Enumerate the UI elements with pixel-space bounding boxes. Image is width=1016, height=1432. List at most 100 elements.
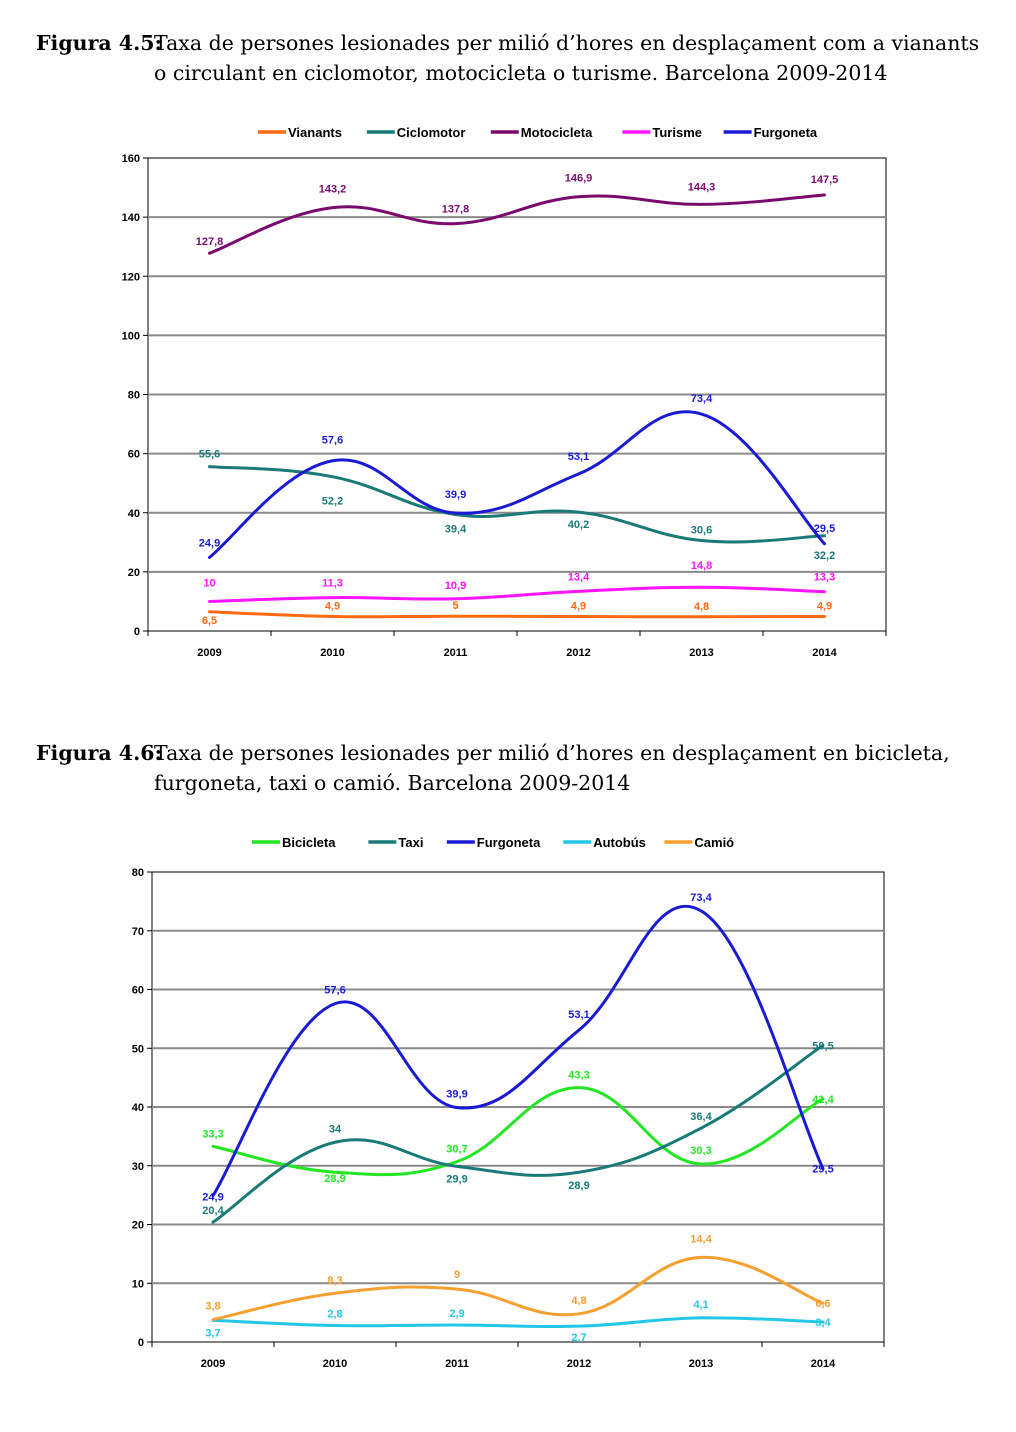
data-label: 20,4 <box>202 1205 224 1217</box>
data-label: 39,9 <box>446 1089 467 1101</box>
data-label: 4,8 <box>571 1295 586 1307</box>
data-label: 147,5 <box>811 174 839 186</box>
x-tick-label: 2011 <box>444 647 468 659</box>
legend-label: Furgoneta <box>754 125 818 140</box>
y-tick-label: 80 <box>128 390 140 402</box>
data-label: 24,9 <box>199 537 220 549</box>
legend-label: Bicicleta <box>282 835 336 850</box>
figure-4-6-label: Figura 4.6: <box>36 741 163 765</box>
data-label: 55,6 <box>199 449 220 461</box>
data-label: 41,4 <box>812 1094 834 1106</box>
figure-4-5-label: Figura 4.5: <box>36 31 163 55</box>
y-tick-label: 20 <box>132 1220 144 1232</box>
line-chart-figure-4-6: 0 10 20 30 40 50 60 70 80 2009 2010 2011 2012 2013 201… <box>132 835 885 1370</box>
x-tick-label: 2013 <box>689 647 713 659</box>
data-label: 32,2 <box>814 550 835 562</box>
x-tick-label: 2014 <box>812 647 837 659</box>
data-label: 2,9 <box>449 1308 464 1320</box>
x-tick-label: 2013 <box>689 1358 713 1370</box>
data-label: 4,9 <box>817 601 832 613</box>
y-tick-label: 60 <box>132 985 144 997</box>
figure-4-5-caption: Figura 4.5: Taxa de persones lesionades … <box>36 28 996 90</box>
x-tick-label: 2014 <box>811 1358 836 1370</box>
y-tick-label: 30 <box>132 1161 144 1173</box>
data-label: 6,6 <box>815 1298 830 1310</box>
y-tick-label: 140 <box>122 212 140 224</box>
data-label: 29,5 <box>814 523 835 535</box>
data-label: 9 <box>454 1269 460 1281</box>
data-label: 127,8 <box>196 236 224 248</box>
data-label: 3,7 <box>205 1327 220 1339</box>
legend-label: Ciclomotor <box>397 125 466 140</box>
series-line <box>211 1086 825 1177</box>
y-tick-label: 60 <box>128 449 140 461</box>
data-label: 4,9 <box>571 601 586 613</box>
y-tick-label: 160 <box>122 153 140 165</box>
data-label: 3,4 <box>815 1317 831 1329</box>
data-label: 137,8 <box>442 204 470 216</box>
data-label: 39,9 <box>445 489 466 501</box>
legend-label: Motocicleta <box>521 125 593 140</box>
data-label: 146,9 <box>565 173 593 185</box>
legend-label: Autobús <box>593 835 646 850</box>
y-tick-label: 80 <box>132 867 144 879</box>
data-label: 28,9 <box>568 1180 589 1192</box>
series-line <box>208 410 826 559</box>
data-label: 8,3 <box>327 1275 342 1287</box>
y-tick-label: 0 <box>134 626 140 638</box>
line-chart-figure-4-5: 0 20 40 60 80 100 120 140 160 2009 2010 2011 2012 201… <box>122 125 887 659</box>
x-tick-label: 2009 <box>197 647 221 659</box>
data-label: 4,8 <box>694 601 709 613</box>
series-line <box>208 465 826 544</box>
x-tick-label: 2010 <box>323 1358 347 1370</box>
data-label: 14,4 <box>690 1233 712 1245</box>
x-tick-label: 2012 <box>567 1358 591 1370</box>
data-label: 39,4 <box>445 524 467 536</box>
data-label: 4,1 <box>693 1299 708 1311</box>
y-tick-label: 70 <box>132 926 144 938</box>
data-label: 11,3 <box>322 578 343 590</box>
data-label: 30,3 <box>690 1145 711 1157</box>
data-label: 144,3 <box>688 181 716 193</box>
y-tick-label: 0 <box>138 1337 144 1349</box>
data-label: 14,8 <box>691 560 712 572</box>
y-tick-label: 120 <box>122 271 140 283</box>
data-label: 13,3 <box>814 572 835 584</box>
y-tick-label: 40 <box>128 508 140 520</box>
legend-label: Vianants <box>288 125 342 140</box>
x-tick-label: 2009 <box>201 1358 225 1370</box>
figure-4-6-caption-text: Taxa de persones lesionades per milió d’… <box>154 741 950 795</box>
data-label: 50,5 <box>812 1040 833 1052</box>
series-line <box>208 585 826 603</box>
data-label: 30,6 <box>691 525 712 537</box>
y-tick-label: 10 <box>132 1278 144 1290</box>
data-label: 73,4 <box>691 393 713 405</box>
data-label: 28,9 <box>324 1173 345 1185</box>
data-label: 4,9 <box>325 601 340 613</box>
legend-label: Furgoneta <box>477 835 541 850</box>
data-label: 5 <box>452 600 458 612</box>
data-label: 10,9 <box>445 580 466 592</box>
data-label: 52,2 <box>322 496 343 508</box>
data-label: 40,2 <box>568 519 589 531</box>
x-tick-label: 2012 <box>566 647 590 659</box>
data-label: 34 <box>329 1123 342 1135</box>
x-tick-label: 2010 <box>320 647 344 659</box>
legend-label: Taxi <box>398 835 423 850</box>
data-label: 29,9 <box>446 1173 467 1185</box>
data-label: 143,2 <box>319 184 347 196</box>
data-label: 10 <box>203 577 215 589</box>
legend-label: Camió <box>694 835 734 850</box>
series-line <box>211 904 825 1198</box>
data-label: 57,6 <box>322 435 343 447</box>
data-label: 24,9 <box>202 1192 223 1204</box>
data-label: 57,6 <box>324 985 345 997</box>
data-label: 2,8 <box>327 1309 342 1321</box>
figure-4-5-caption-text: Taxa de persones lesionades per milió d’… <box>154 31 980 85</box>
figure-4-6-caption: Figura 4.6: Taxa de persones lesionades … <box>36 738 996 800</box>
data-label: 73,4 <box>690 892 712 904</box>
data-label: 6,5 <box>202 615 217 627</box>
y-tick-label: 100 <box>122 330 140 342</box>
legend-label: Turisme <box>652 125 702 140</box>
series-line <box>211 1043 825 1224</box>
